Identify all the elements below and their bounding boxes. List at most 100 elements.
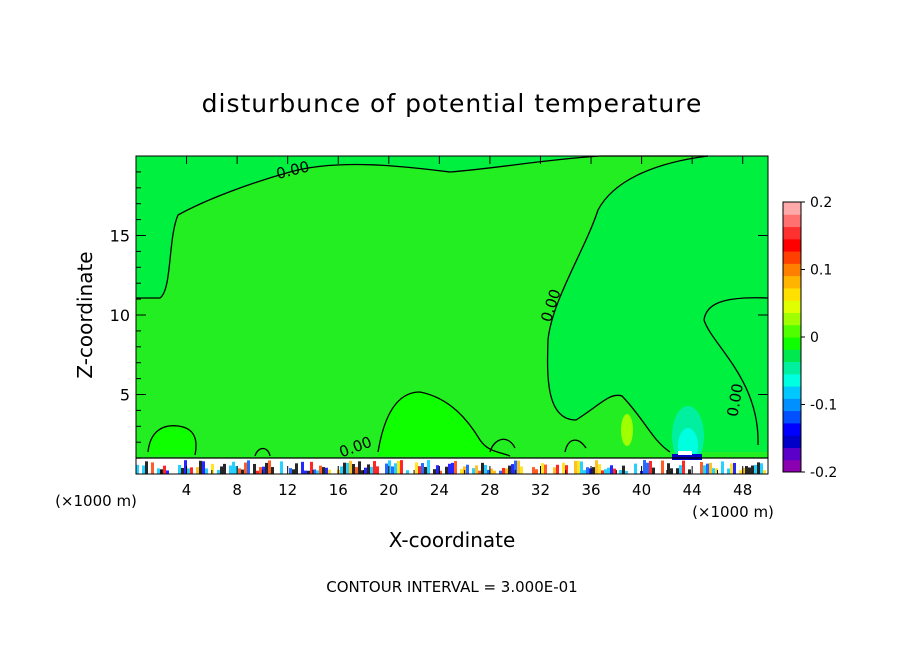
boundary-cell [265,462,268,474]
boundary-cell [421,463,424,474]
boundary-cell [448,463,451,474]
boundary-cell [745,466,748,474]
boundary-cell [280,461,283,474]
boundary-cell [706,463,709,474]
boundary-cell [295,463,298,474]
boundary-cell [673,467,676,474]
boundary-cell [307,470,310,474]
boundary-cell [187,468,190,474]
boundary-cell [502,467,505,474]
boundary-cell [316,470,319,474]
boundary-cell [460,469,463,474]
boundary-cell [376,466,379,474]
boundary-cell [655,470,658,474]
boundary-cell [763,470,766,474]
contour-line [136,155,708,299]
x-tick-label: 24 [430,481,449,499]
boundary-cell [634,463,637,474]
boundary-cell [202,461,205,474]
boundary-cell [736,466,739,474]
boundary-cell [541,463,544,474]
boundary-cell [331,470,334,474]
x-tick-label: 20 [379,481,398,499]
x-tick-label: 8 [232,481,242,499]
colorbar-tick-label: -0.2 [810,465,837,481]
boundary-cell [364,467,367,474]
field-region-small [148,425,197,455]
boundary-cell [517,460,520,474]
boundary-cell [514,460,517,474]
x-axis-label: X-coordinate [389,528,516,552]
boundary-cell [424,466,427,474]
boundary-cell [442,465,445,474]
boundary-cell [436,465,439,474]
colorbar-swatch [783,226,801,240]
colorbar-swatch [783,300,801,313]
boundary-cell [358,461,361,474]
boundary-cell [637,461,640,474]
boundary-cell [733,462,736,474]
contour-line [564,439,587,453]
boundary-cell [292,469,295,474]
boundary-cell [181,467,184,474]
x-unit-left: (×1000 m) [55,492,137,510]
boundary-cell [190,467,193,474]
cold-core-top [678,451,692,455]
colorbar-swatch [783,324,801,338]
boundary-cell [520,466,523,474]
boundary-cell [724,465,727,474]
boundary-cell [580,461,583,474]
colorbar-swatch [783,398,801,412]
boundary-cell [415,462,418,474]
boundary-cell [529,460,532,474]
field-region-right [547,156,768,452]
colorbar-swatch [783,373,801,387]
contour-line [703,297,769,446]
boundary-cell [403,461,406,474]
boundary-cell [439,470,442,474]
boundary-cell [577,460,580,474]
boundary-cell [619,469,622,474]
boundary-cell [259,467,262,474]
boundary-cell [256,470,259,474]
boundary-cell [670,468,673,474]
x-tick-label: 48 [733,481,752,499]
x-tick-label: 40 [632,481,651,499]
boundary-cell [622,465,625,474]
boundary-cell [208,466,211,474]
boundary-cell [628,469,631,474]
boundary-cell [721,461,724,474]
x-unit-right: (×1000 m) [692,503,774,521]
y-tick-label: 5 [120,386,130,405]
boundary-cell [388,460,391,474]
boundary-cell [697,466,700,474]
boundary-cell [469,469,472,474]
boundary-cell [283,465,286,474]
contour-line [546,155,709,453]
boundary-cell [397,460,400,474]
boundary-cell [607,467,610,474]
x-axis-ticks: 4 8 12 16 20 24 28 32 36 40 44 48 [160,156,752,499]
y-tick-label: 10 [110,306,130,325]
colorbar-swatch [783,287,801,301]
colorbar-tick-label: 0.1 [810,263,832,279]
boundary-cell [616,463,619,474]
boundary-cell [301,461,304,474]
boundary-cell [346,462,349,474]
boundary-cell [157,468,160,474]
boundary-cell [742,467,745,474]
colorbar-ticks: 0.2 0.1 0 -0.1 -0.2 [801,195,837,481]
boundary-cell [553,467,556,474]
colorbar-swatch [783,251,801,264]
boundary-cell [217,470,220,474]
boundary-cell [145,461,148,474]
boundary-cell [445,466,448,474]
x-tick-label: 16 [329,481,348,499]
boundary-cell [328,469,331,474]
boundary-cell [193,462,196,474]
boundary-cell [703,465,706,474]
y-tick-label: 15 [110,227,130,246]
boundary-cell [178,464,181,474]
boundary-cell [367,464,370,474]
